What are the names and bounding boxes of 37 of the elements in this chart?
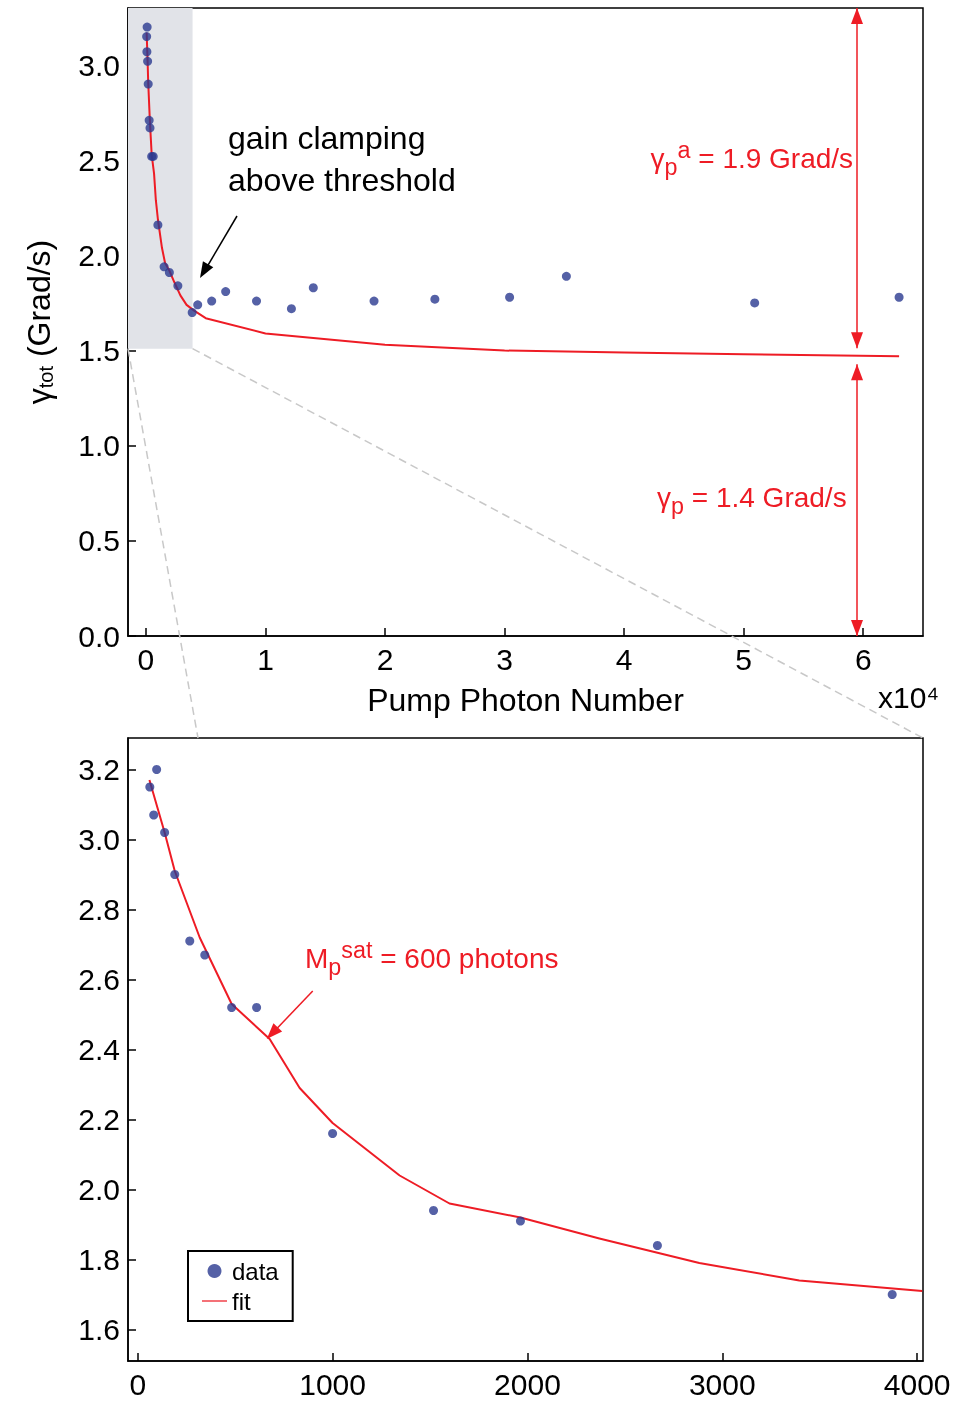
legend-label: fit bbox=[232, 1287, 251, 1315]
x-tick-label: 1000 bbox=[299, 1367, 366, 1401]
x-tick-label: 0 bbox=[137, 642, 155, 676]
legend-label: data bbox=[232, 1257, 280, 1285]
y-tick-label: 2.2 bbox=[78, 1103, 120, 1136]
y-tick-label: 3.0 bbox=[78, 823, 120, 856]
y-tick-label: 0.0 bbox=[78, 619, 120, 653]
annotation: γ$_{p}$$^{a}$ = 1.9 Grad/s bbox=[650, 135, 854, 182]
annotation: M$_{p}$$^{sat}$ = 600 photons bbox=[305, 936, 559, 982]
y-tick-label: 2.4 bbox=[78, 1033, 120, 1066]
y-tick-label: 1.6 bbox=[78, 1313, 120, 1346]
y-tick-label: 3.0 bbox=[78, 48, 120, 82]
x-tick-label: 4000 bbox=[883, 1367, 951, 1401]
x-tick-label: 0 bbox=[129, 1367, 147, 1401]
x-tick-label: 4 bbox=[615, 642, 633, 676]
y-tick-label: 1.0 bbox=[78, 429, 120, 463]
x-tick-label: 2 bbox=[376, 642, 394, 676]
y-tick-label: 2.6 bbox=[78, 963, 120, 996]
y-tick-label: 3.2 bbox=[78, 753, 120, 786]
x-tick-label: 5 bbox=[735, 642, 753, 676]
y-axis-title: γtot (Grad/s) bbox=[21, 239, 57, 405]
x-tick-label: 3 bbox=[496, 642, 513, 676]
y-tick-label: 1.8 bbox=[78, 1243, 120, 1276]
y-tick-label: 2.8 bbox=[78, 893, 120, 926]
y-tick-label: 2.0 bbox=[78, 238, 120, 272]
y-tick-label: 2.0 bbox=[78, 1173, 120, 1206]
y-tick-label: 2.5 bbox=[78, 143, 120, 177]
annotation: γ$_{p}$ = 1.4 Grad/s bbox=[657, 480, 847, 521]
x-tick-label: 6 bbox=[854, 642, 872, 676]
x-tick-label: 3000 bbox=[688, 1367, 756, 1401]
x-tick-label: 1 bbox=[257, 642, 274, 676]
y-tick-label: 1.5 bbox=[78, 334, 120, 368]
y-tick-label: 0.5 bbox=[78, 524, 120, 558]
text: x10⁴ bbox=[878, 680, 940, 716]
annotation: gain clamping above threshold bbox=[228, 119, 456, 200]
x-tick-label: 2000 bbox=[494, 1367, 561, 1401]
x-axis-title: Pump Photon Number bbox=[367, 682, 685, 718]
